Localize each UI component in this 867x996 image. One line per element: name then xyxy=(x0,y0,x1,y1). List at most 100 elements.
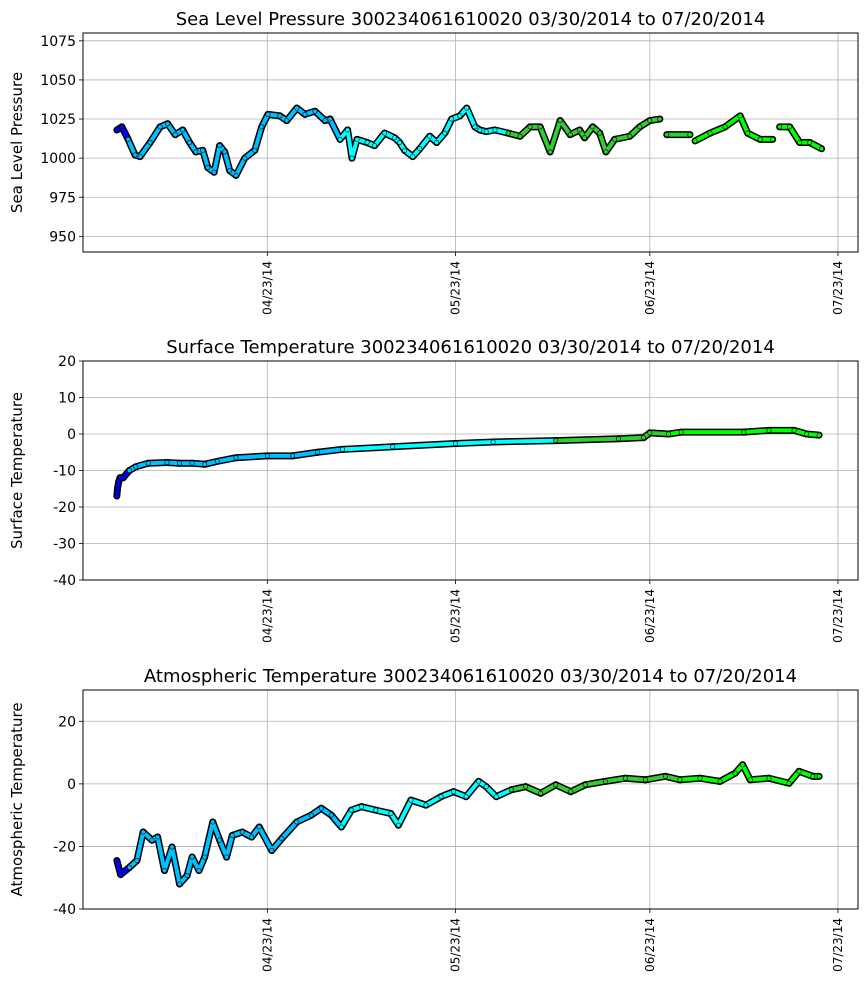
data-point xyxy=(162,868,168,874)
data-point xyxy=(722,124,728,130)
data-point xyxy=(358,804,364,810)
data-segment xyxy=(616,435,646,441)
y-tick-label: 950 xyxy=(49,229,76,245)
data-point xyxy=(189,854,195,860)
data-point xyxy=(229,832,235,838)
data-segment xyxy=(340,444,395,452)
data-segment xyxy=(390,441,458,449)
data-segment xyxy=(423,794,444,808)
x-tick-label: 07/23/14 xyxy=(831,589,845,643)
data-segment xyxy=(294,813,314,825)
data-point xyxy=(757,136,763,142)
data-point xyxy=(118,872,124,878)
data-segment xyxy=(692,131,713,143)
data-segment xyxy=(373,808,393,816)
data-segment xyxy=(740,762,753,782)
data-point xyxy=(737,113,743,119)
data-segment xyxy=(170,845,182,886)
data-segment xyxy=(233,453,270,460)
data-point xyxy=(597,130,603,136)
data-point xyxy=(807,140,813,146)
data-point xyxy=(797,140,803,146)
data-segment xyxy=(553,436,621,443)
data-segment xyxy=(464,106,477,129)
data-segment xyxy=(548,118,563,154)
data-point xyxy=(289,453,295,459)
data-point xyxy=(126,467,132,473)
data-point xyxy=(114,858,120,864)
y-axis-label: Atmospheric Temperature xyxy=(8,702,26,896)
data-segment xyxy=(603,776,628,784)
data-point xyxy=(315,449,321,455)
series-line xyxy=(114,762,822,887)
data-point xyxy=(177,460,183,466)
data-point xyxy=(452,440,458,446)
y-tick-label: -20 xyxy=(53,500,76,516)
axes-frame xyxy=(82,360,859,581)
data-segment xyxy=(257,825,274,853)
y-tick-label: -40 xyxy=(53,902,76,918)
data-point xyxy=(777,124,783,130)
data-point xyxy=(392,135,398,141)
data-point xyxy=(647,118,653,124)
data-segment xyxy=(697,776,723,784)
data-segment xyxy=(677,776,702,782)
data-point xyxy=(627,133,633,139)
data-point xyxy=(382,130,388,136)
data-point xyxy=(222,149,228,155)
data-point xyxy=(354,136,360,142)
y-tick-label: -10 xyxy=(53,464,76,480)
data-point xyxy=(157,124,163,130)
data-point xyxy=(816,432,822,438)
data-point xyxy=(279,836,285,842)
data-segment xyxy=(583,779,608,787)
data-segment xyxy=(538,782,558,796)
y-tick-label: 975 xyxy=(49,190,76,206)
data-point xyxy=(242,155,248,161)
data-point xyxy=(256,824,262,830)
y-tick-label: 0 xyxy=(67,777,76,793)
data-segment xyxy=(185,855,195,878)
x-tick-label: 06/23/14 xyxy=(643,918,657,972)
data-point xyxy=(155,834,161,840)
data-point xyxy=(622,775,628,781)
data-segment xyxy=(339,808,354,830)
data-point xyxy=(259,124,265,130)
y-tick-label: 1050 xyxy=(40,73,76,89)
data-point xyxy=(397,140,403,146)
data-segment xyxy=(224,833,235,860)
chart-panel-1: -40 -30 -20 -10 0 10 20 04/23/14 05/23/14 06/23/1… xyxy=(8,337,859,643)
data-segment xyxy=(146,460,170,466)
data-point xyxy=(568,789,574,795)
data-segment xyxy=(718,771,738,784)
data-point xyxy=(211,169,217,175)
data-point xyxy=(666,431,672,437)
data-segment xyxy=(738,113,750,136)
data-point xyxy=(200,147,206,153)
data-point xyxy=(567,132,573,138)
data-point xyxy=(745,130,751,136)
data-point xyxy=(657,116,663,122)
series-outline xyxy=(113,426,823,500)
chart-title: Surface Temperature 300234061610020 03/3… xyxy=(166,337,775,358)
data-segment xyxy=(491,438,558,445)
data-point xyxy=(328,812,334,818)
data-point xyxy=(449,116,455,122)
data-segment xyxy=(647,430,671,436)
data-point xyxy=(505,130,511,136)
data-point xyxy=(553,782,559,788)
data-point xyxy=(816,773,822,779)
data-segment xyxy=(200,148,210,170)
data-point xyxy=(294,105,300,111)
data-point xyxy=(457,113,463,119)
x-tick-label: 04/23/14 xyxy=(260,918,274,972)
axes-frame xyxy=(82,689,859,910)
data-point xyxy=(819,146,825,152)
data-point xyxy=(119,124,125,130)
data-point xyxy=(434,140,440,146)
data-point xyxy=(770,136,776,142)
y-tick-label: 1075 xyxy=(40,34,76,50)
data-point xyxy=(294,819,300,825)
data-point xyxy=(547,149,553,155)
data-segment xyxy=(148,124,163,145)
